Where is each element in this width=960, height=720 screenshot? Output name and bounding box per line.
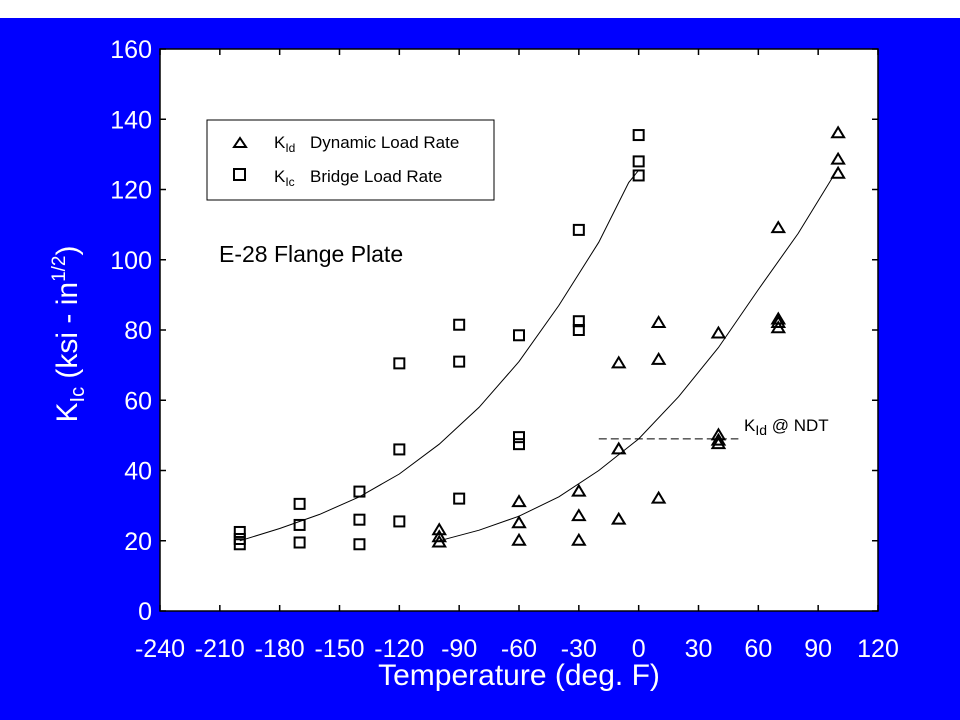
y-tick-label: 100 [110,247,152,275]
bridge-load-point [293,536,306,549]
dynamic-load-point [431,534,447,548]
x-tick-label: 30 [685,635,713,663]
dynamic-load-point [511,494,527,508]
y-sup: 1/2 [49,256,70,282]
chart: -240 -210 -180 -150 -120 -90 -60 -30 0 30 60 90 120 0… [49,36,899,692]
dynamic-load-point [610,355,627,369]
x-tick-label: 60 [744,635,772,663]
legend-entry-dynamic: KId Dynamic Load Rate [274,133,459,155]
dynamic-load-point [770,320,787,334]
dynamic-load-point [710,436,727,450]
bridge-load-point [513,438,525,451]
dynamic-load-point [830,151,846,165]
bridge-load-point [513,329,525,342]
dynamic-load-point [571,483,587,497]
bridge-load-point [393,357,406,370]
legend-sub: Id [285,141,295,155]
x-tick-label: 120 [857,635,899,663]
dynamic-load-point [650,351,667,365]
dynamic-load-point [511,532,527,546]
dynamic-load-point [650,490,667,504]
x-tick-label: 0 [632,635,646,663]
legend-sub: Ic [285,175,294,189]
x-tick-label: -60 [501,635,537,663]
dynamic-load-point [571,508,587,522]
legend-triangle-marker [232,136,248,148]
x-axis-title: Temperature (deg. F) [378,659,660,692]
axis-ticks [159,48,879,612]
bridge-load-point [353,485,366,498]
x-tick-label: -210 [195,635,245,663]
bridge-load-point [393,443,406,456]
bridge-load-point [513,431,525,444]
dynamic-load-point [830,165,846,179]
tick-labels: -240 -210 -180 -150 -120 -90 -60 -30 0 30 60 90 120 0… [110,36,899,663]
bridge-load-point [453,355,466,368]
bridge-load-point [293,497,306,510]
bridge-load-point [572,324,585,336]
y-tick-label: 0 [138,598,152,626]
bridge-load-point [393,515,406,528]
bridge-load-point [632,129,645,142]
legend-series-name: Dynamic Load Rate [310,133,459,152]
legend-k: K [274,133,286,152]
ndt-label: KId @ NDT [744,416,829,438]
fit-curve-bridge [239,169,640,542]
legend-square-marker [233,168,246,181]
dynamic-load-point [571,532,587,546]
ndt-sub: Id [755,422,767,438]
x-tick-label: -240 [135,635,185,663]
bridge-load-point [453,492,466,505]
y-tick-label: 20 [124,528,152,556]
y-sub: Ic [67,387,89,403]
dynamic-load-point [511,515,527,529]
dynamic-load-point [610,511,627,525]
y-tick-label: 120 [110,177,152,205]
y-tick-label: 140 [110,106,152,134]
data-points [233,125,846,551]
bridge-load-point [572,223,585,236]
dynamic-load-point [431,529,447,543]
y-tick-label: 160 [110,36,152,64]
y-tick-label: 40 [124,458,152,486]
y-tick-label: 60 [124,387,152,415]
bridge-load-point [453,318,466,331]
bridge-load-point [233,538,246,551]
legend-box [206,119,495,201]
dynamic-load-point [770,315,787,328]
dynamic-load-point [770,220,787,234]
dynamic-load-point [710,325,727,339]
dynamic-load-point [610,441,627,455]
y-rest: (ksi - in [51,282,84,387]
bridge-load-point [572,315,585,328]
x-tick-label: -150 [314,635,364,663]
legend-k: K [274,167,286,186]
bridge-load-point [353,513,366,526]
dynamic-load-point [431,522,447,536]
legend-series-name: Bridge Load Rate [310,167,442,186]
bridge-load-point [632,155,645,168]
bridge-load-point [353,538,366,551]
ndt-rest: @ NDT [767,416,829,435]
x-tick-label: -120 [374,635,424,663]
bridge-load-point [632,169,645,182]
slide-background: -240 -210 -180 -150 -120 -90 -60 -30 0 30 60 90 120 0… [0,18,960,720]
x-tick-label: -30 [561,635,597,663]
y-close: ) [51,246,84,256]
ndt-k: K [744,416,756,435]
bridge-load-point [233,525,246,538]
x-tick-label: 90 [804,635,832,663]
legend-entry-bridge: KIc Bridge Load Rate [274,167,442,189]
bridge-load-point [293,518,306,531]
y-tick-label: 80 [124,317,152,345]
x-tick-label: -180 [255,635,305,663]
annotation-label: E-28 Flange Plate [219,241,403,267]
legend: KId Dynamic Load Rate KIc Bridge Load Rate [206,119,495,201]
dynamic-load-point [710,432,727,446]
dynamic-load-point [650,315,667,328]
x-tick-label: -90 [441,635,477,663]
y-axis-title: KIc (ksi - in1/2) [49,246,89,423]
dynamic-load-point [830,125,846,139]
y-k: K [51,402,84,422]
